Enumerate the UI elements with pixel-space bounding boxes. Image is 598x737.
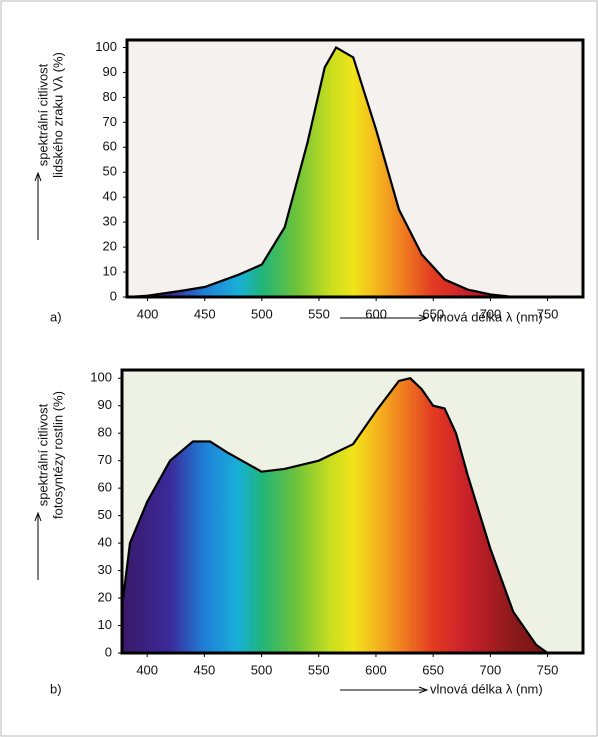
panel-label: a): [50, 309, 62, 324]
plot-border: [125, 38, 585, 299]
y-axis-label: spektrální citlivost: [35, 403, 50, 506]
x-tick-label: 400: [137, 306, 159, 321]
y-tick-label: 50: [98, 507, 112, 522]
y-tick-label: 0: [110, 288, 117, 303]
panel-label: b): [50, 681, 62, 696]
y-tick-label: 90: [103, 64, 117, 79]
x-tick-label: 400: [136, 662, 158, 677]
x-tick-label: 750: [537, 662, 559, 677]
y-tick-label: 20: [103, 239, 117, 254]
x-tick-label: 750: [537, 306, 559, 321]
area-fill: [128, 47, 514, 297]
x-tick-label: 450: [194, 306, 216, 321]
y-tick-label: 40: [103, 189, 117, 204]
x-tick-label: 500: [251, 306, 273, 321]
y-axis-label: lidského zraku Vλ (%): [50, 52, 65, 178]
y-axis-label: fotosyntézy rostlin (%): [50, 391, 65, 519]
y-tick-label: 10: [98, 617, 112, 632]
y-tick-label: 30: [103, 214, 117, 229]
y-axis-label: spektrální citlivost: [35, 63, 50, 166]
area-fill: [123, 378, 548, 653]
y-label-arrowhead: [34, 511, 42, 522]
y-label-arrowhead: [34, 171, 42, 182]
x-axis-label: vlnová délka λ (nm): [430, 309, 543, 324]
y-tick-label: 20: [98, 589, 112, 604]
x-tick-label: 650: [422, 662, 444, 677]
y-tick-label: 50: [103, 164, 117, 179]
y-tick-label: 30: [98, 562, 112, 577]
x-tick-label: 700: [480, 306, 502, 321]
plot-border: [120, 368, 585, 655]
curve: [128, 45, 514, 299]
x-tick-label: 600: [365, 306, 387, 321]
y-tick-label: 60: [98, 480, 112, 495]
x-tick-label: 550: [308, 306, 330, 321]
x-axis-label: vlnová délka λ (nm): [430, 681, 543, 696]
x-tick-label: 700: [479, 662, 501, 677]
y-tick-label: 40: [98, 535, 112, 550]
x-tick-label: 500: [251, 662, 273, 677]
y-tick-label: 10: [103, 263, 117, 278]
x-label-arrowhead: [418, 686, 429, 694]
x-tick-label: 550: [308, 662, 330, 677]
x-label-arrowhead: [418, 314, 429, 322]
curve: [122, 377, 549, 654]
y-tick-label: 80: [98, 425, 112, 440]
x-tick-label: 600: [365, 662, 387, 677]
y-tick-label: 90: [98, 397, 112, 412]
y-tick-label: 70: [103, 114, 117, 129]
y-tick-label: 60: [103, 139, 117, 154]
y-tick-label: 100: [90, 370, 112, 385]
y-tick-label: 0: [105, 644, 112, 659]
x-tick-label: 650: [422, 306, 444, 321]
y-tick-label: 70: [98, 452, 112, 467]
y-tick-label: 80: [103, 89, 117, 104]
y-tick-label: 100: [95, 39, 117, 54]
x-tick-label: 450: [194, 662, 216, 677]
